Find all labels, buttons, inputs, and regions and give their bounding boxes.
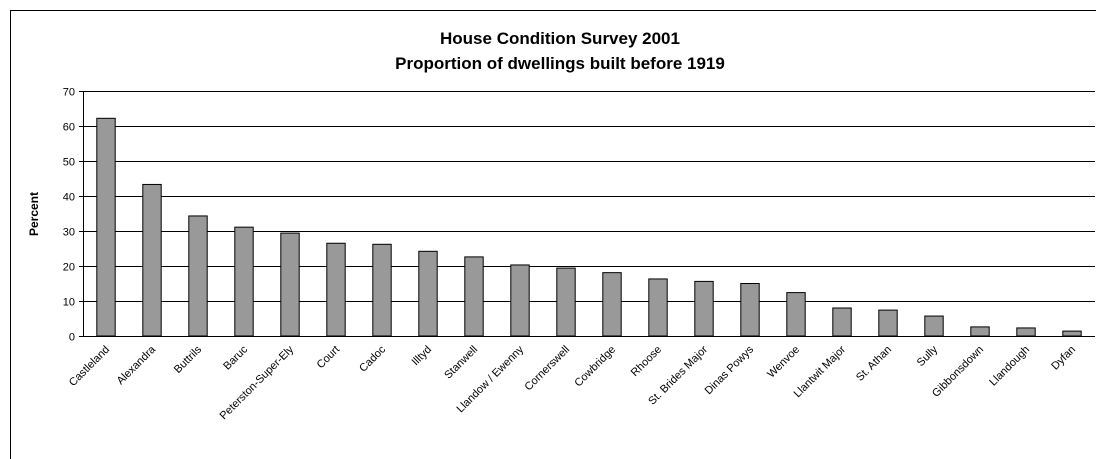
bar xyxy=(418,250,438,337)
bar xyxy=(970,326,990,337)
bar xyxy=(96,117,116,337)
bar xyxy=(786,292,806,337)
y-axis-title: Percent xyxy=(27,192,41,236)
bar xyxy=(648,278,668,337)
bar xyxy=(234,226,254,337)
bar xyxy=(372,243,392,337)
bar xyxy=(142,183,162,337)
chart-subtitle: Proportion of dwellings built before 191… xyxy=(395,54,725,73)
y-tick-label: 0 xyxy=(69,332,75,344)
bar xyxy=(694,280,714,337)
y-tick-label: 70 xyxy=(63,87,75,99)
y-tick-label: 10 xyxy=(63,297,75,309)
y-tick-label: 30 xyxy=(63,227,75,239)
bar xyxy=(188,215,208,337)
bar xyxy=(510,264,530,337)
bar xyxy=(556,267,576,337)
bar xyxy=(602,272,622,337)
bar xyxy=(464,256,484,337)
y-tick-label: 60 xyxy=(63,122,75,134)
bar xyxy=(1016,327,1036,337)
bar xyxy=(878,309,898,337)
chart-title: House Condition Survey 2001 xyxy=(440,29,680,48)
y-tick-label: 20 xyxy=(63,262,75,274)
bar xyxy=(1062,330,1082,337)
bar xyxy=(280,232,300,337)
y-tick-label: 50 xyxy=(63,157,75,169)
y-tick-label: 40 xyxy=(63,192,75,204)
bar xyxy=(924,315,944,337)
bar xyxy=(326,242,346,337)
bar xyxy=(740,283,760,337)
bar xyxy=(832,307,852,337)
